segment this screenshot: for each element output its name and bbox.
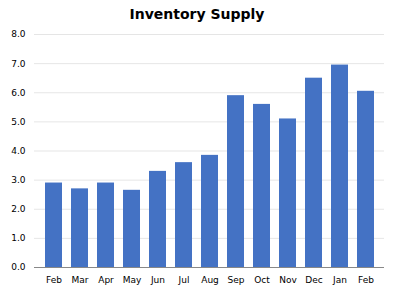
svg-text:Aug: Aug — [201, 275, 219, 285]
svg-text:6.0: 6.0 — [11, 88, 26, 98]
svg-text:Apr: Apr — [98, 275, 114, 285]
svg-text:Mar: Mar — [72, 275, 89, 285]
svg-text:Sep: Sep — [228, 275, 245, 285]
svg-text:May: May — [123, 275, 142, 285]
svg-text:Jan: Jan — [332, 275, 347, 285]
svg-text:Jun: Jun — [150, 275, 165, 285]
svg-text:3.0: 3.0 — [11, 175, 26, 185]
html-text:Inventory Supply: Inventory Supply — [129, 6, 265, 22]
svg-text:7.0: 7.0 — [11, 59, 26, 69]
svg-text:0.0: 0.0 — [11, 262, 26, 272]
svg-text:8.0: 8.0 — [11, 29, 26, 39]
svg-text:Feb: Feb — [46, 275, 62, 285]
svg-text:5.0: 5.0 — [11, 117, 26, 127]
svg-text:2.0: 2.0 — [11, 204, 26, 214]
svg-text:Nov: Nov — [279, 275, 297, 285]
svg-text:Feb: Feb — [358, 275, 374, 285]
svg-text:Dec: Dec — [305, 275, 322, 285]
svg-text:Oct: Oct — [254, 275, 270, 285]
svg-text:Jul: Jul — [178, 275, 190, 285]
svg-text:1.0: 1.0 — [11, 233, 26, 243]
svg-text:4.0: 4.0 — [11, 146, 26, 156]
